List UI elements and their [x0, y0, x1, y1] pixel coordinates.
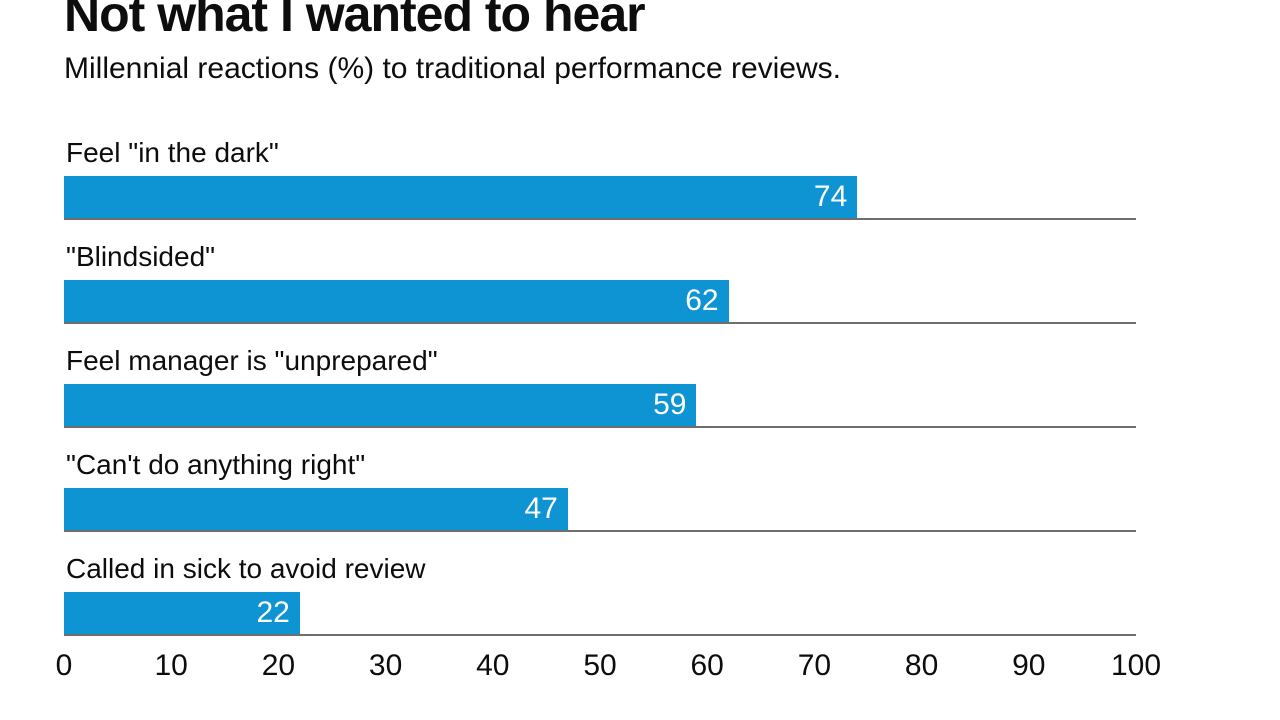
bar-label: Feel manager is "unprepared" — [66, 345, 438, 376]
bar-row: "Blindsided" 62 — [64, 240, 1136, 324]
axis-tick-label: 70 — [797, 649, 832, 682]
axis-tick-label: 30 — [368, 649, 403, 682]
bar-row: Called in sick to avoid review 22 — [64, 552, 1136, 636]
x-axis: 0 10 20 30 40 50 60 70 80 90 100 — [56, 648, 1161, 686]
bar-chart: Not what I wanted to hear Millennial rea… — [56, 0, 1161, 686]
axis-tick-label: 10 — [154, 649, 188, 682]
bar-value: 62 — [685, 284, 719, 317]
bar: 59 — [64, 384, 697, 426]
bar-label: Feel "in the dark" — [66, 137, 279, 168]
chart-title: Not what I wanted to hear — [64, 0, 646, 42]
axis-tick-label: 20 — [261, 649, 296, 682]
bar-label: Called in sick to avoid review — [66, 553, 426, 584]
bar-value: 59 — [653, 388, 687, 421]
bar: 74 — [64, 176, 858, 218]
bar-label: "Can't do anything right" — [66, 449, 366, 480]
axis-tick-label: 100 — [1110, 649, 1162, 682]
bar-value: 47 — [524, 492, 558, 525]
axis-tick-label: 90 — [1012, 649, 1046, 682]
axis-tick-label: 0 — [55, 649, 73, 682]
axis-tick-label: 50 — [583, 649, 617, 682]
bar: 62 — [64, 280, 729, 322]
bar-row: Feel "in the dark" 74 — [64, 136, 1136, 220]
bar-value: 74 — [813, 180, 848, 213]
bar-label: "Blindsided" — [66, 241, 216, 272]
axis-tick-label: 80 — [904, 649, 939, 682]
axis-tick-label: 40 — [476, 649, 510, 682]
bar-track: 74 — [64, 176, 1136, 220]
bar-row: "Can't do anything right" 47 — [64, 448, 1136, 532]
bar-track: 59 — [64, 384, 1136, 428]
bar-track: 47 — [64, 488, 1136, 532]
bar-track: 62 — [64, 280, 1136, 324]
bar-row: Feel manager is "unprepared" 59 — [64, 344, 1136, 428]
bar: 47 — [64, 488, 568, 530]
axis-tick-label: 60 — [690, 649, 724, 682]
bar-value: 22 — [256, 596, 290, 629]
bar-rows: Feel "in the dark" 74 "Blindsided" 62 Fe… — [64, 136, 1136, 636]
chart-subtitle: Millennial reactions (%) to traditional … — [64, 52, 841, 85]
bar: 22 — [64, 592, 300, 634]
bar-track: 22 — [64, 592, 1136, 636]
